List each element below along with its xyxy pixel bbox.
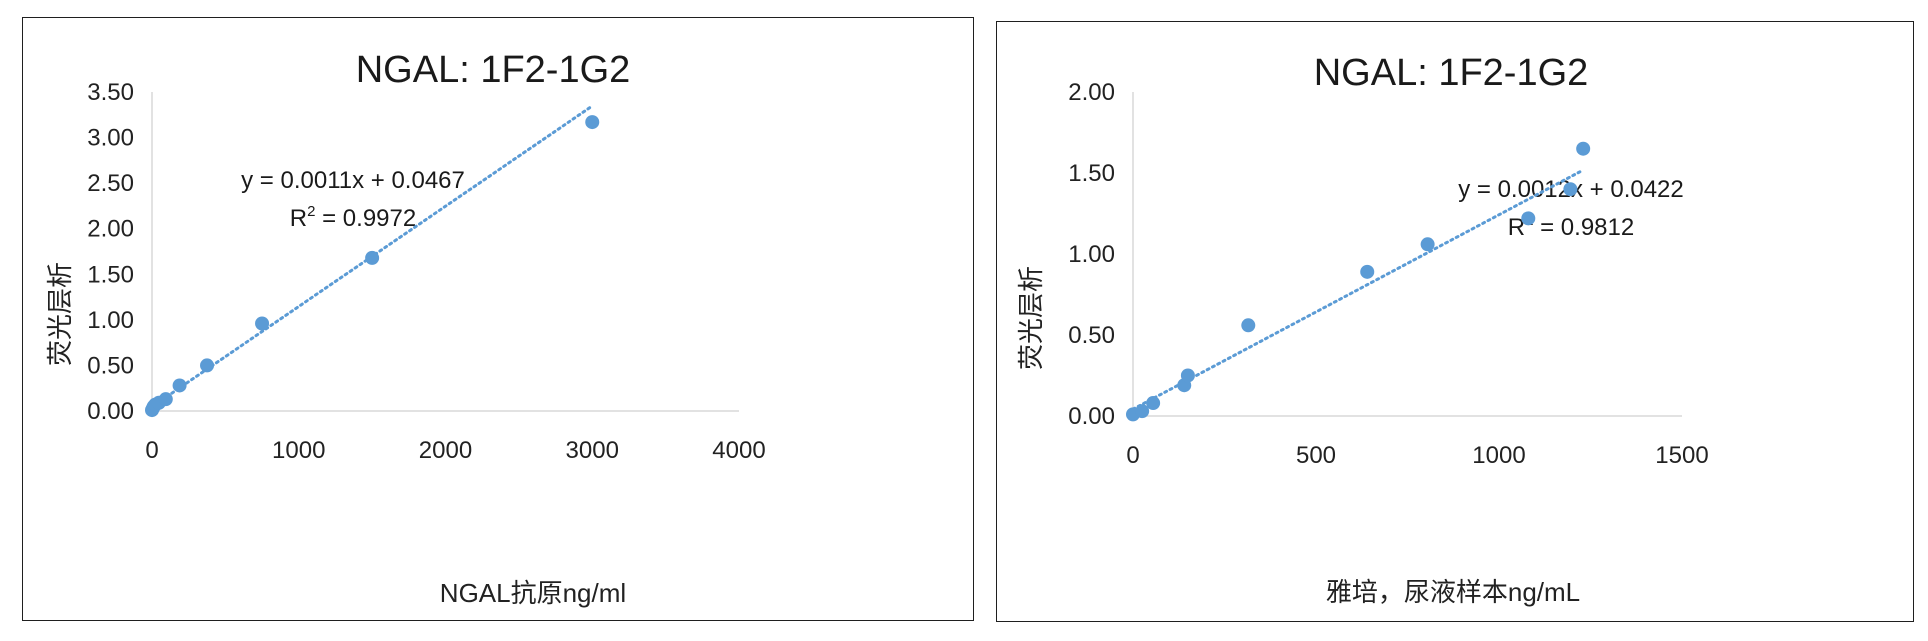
chart-1-data-point <box>158 392 173 407</box>
chart-1-y-tick-label: 0.00 <box>87 398 134 425</box>
chart-1-data-point <box>585 115 600 130</box>
chart-2-data-point <box>1576 141 1591 156</box>
chart-1-y-tick-label: 1.50 <box>87 261 134 288</box>
chart-panel-2: NGAL: 1F2-1G2 雅培，尿液样本ng/mL 荧光层析 y = 0.00… <box>996 21 1914 622</box>
chart-2-y-tick-label: 1.50 <box>1068 160 1115 187</box>
chart-2-data-point <box>1180 368 1195 383</box>
chart-1-x-axis-label: NGAL抗原ng/ml <box>440 578 626 608</box>
chart-1-y-tick-label: 3.00 <box>87 125 134 152</box>
chart-2-x-tick-label: 0 <box>1126 442 1139 469</box>
chart-2-y-tick-label: 0.50 <box>1068 322 1115 349</box>
chart-panel-1: NGAL: 1F2-1G2 NGAL抗原ng/ml 荧光层析 y = 0.001… <box>22 17 974 621</box>
chart-1-y-tick-label: 2.00 <box>87 216 134 243</box>
chart-1-x-tick-label: 3000 <box>566 437 619 464</box>
chart-2-title: NGAL: 1F2-1G2 <box>1314 52 1589 94</box>
chart-2-data-point <box>1360 264 1375 279</box>
chart-1-data-point <box>255 316 270 331</box>
chart-2-r-symbol: R <box>1508 214 1525 241</box>
chart-2-svg: NGAL: 1F2-1G2 雅培，尿液样本ng/mL 荧光层析 y = 0.00… <box>1016 52 1709 607</box>
chart-2-data-point <box>1563 182 1578 197</box>
chart-1-y-tick-label: 1.00 <box>87 307 134 334</box>
chart-2-x-tick-label: 1000 <box>1472 442 1525 469</box>
chart-1-y-axis-label: 荧光层析 <box>45 262 75 366</box>
chart-1-svg: NGAL: 1F2-1G2 NGAL抗原ng/ml 荧光层析 y = 0.001… <box>45 49 766 608</box>
chart-1-data-point <box>200 358 215 373</box>
chart-1-trend-equation: y = 0.0011x + 0.0467 <box>241 167 465 194</box>
chart-1-y-tick-label: 0.50 <box>87 352 134 379</box>
chart-2-x-tick-label: 500 <box>1296 442 1336 469</box>
chart-2-y-axis-label: 荧光层析 <box>1016 266 1046 370</box>
chart-2-y-tick-label: 0.00 <box>1068 403 1115 430</box>
chart-1-data-point <box>365 250 380 265</box>
chart-2-data-point <box>1146 396 1161 411</box>
chart-2-data-point <box>1420 237 1435 252</box>
chart-2-x-tick-label: 1500 <box>1655 442 1708 469</box>
chart-2-trendline <box>1131 168 1585 411</box>
chart-2-x-axis-label: 雅培，尿液样本ng/mL <box>1326 577 1580 607</box>
chart-1-title: NGAL: 1F2-1G2 <box>356 49 631 91</box>
chart-2-data-point <box>1521 211 1536 226</box>
chart-1-r-squared: R2 = 0.9972 <box>290 203 416 232</box>
chart-1-x-tick-label: 1000 <box>272 437 325 464</box>
chart-2-data-point <box>1135 404 1150 419</box>
chart-1-y-tick-label: 3.50 <box>87 79 134 106</box>
chart-1-r-value: = 0.9972 <box>315 205 416 232</box>
chart-1-plot-area: 0.00 0.50 1.00 1.50 2.00 2.50 3.00 3.50 0 1000 200… <box>87 79 765 464</box>
chart-1-r-exponent: 2 <box>307 203 315 220</box>
chart-1-x-tick-label: 0 <box>145 437 158 464</box>
chart-2-y-tick-label: 1.00 <box>1068 241 1115 268</box>
chart-1-data-point <box>172 378 187 393</box>
chart-1-r-symbol: R <box>290 205 307 232</box>
chart-1-x-tick-label: 4000 <box>712 437 765 464</box>
chart-1-x-tick-label: 2000 <box>419 437 472 464</box>
chart-2-plot-area: 0.00 0.50 1.00 1.50 2.00 0 500 1000 1500 <box>1068 79 1708 469</box>
chart-2-data-point <box>1241 318 1256 333</box>
chart-2-r-value: = 0.9812 <box>1533 214 1634 241</box>
chart-2-y-tick-label: 2.00 <box>1068 79 1115 106</box>
chart-1-y-tick-label: 2.50 <box>87 170 134 197</box>
